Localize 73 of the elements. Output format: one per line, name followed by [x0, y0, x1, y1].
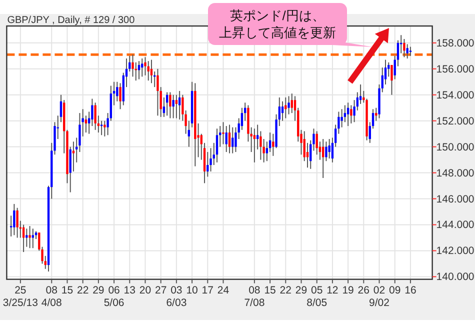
candlestick [350, 104, 352, 124]
x-tick-label: 15 [264, 284, 276, 296]
candlestick [119, 82, 122, 110]
candlestick [104, 120, 106, 137]
x-tick-label: 16 [404, 284, 416, 296]
y-tick-label: 154.000 [436, 89, 474, 102]
candlestick [116, 81, 118, 102]
x-tick-label: 08 4/08 [41, 284, 62, 309]
x-tick-label: 03 6/03 [166, 284, 187, 309]
candlestick [150, 59, 153, 84]
y-tick-label: 158.000 [436, 37, 474, 50]
candlestick [206, 152, 209, 178]
candlestick [13, 203, 16, 236]
y-tick-label: 148.000 [436, 167, 474, 180]
candlestick [172, 94, 174, 119]
candlestick [28, 226, 31, 249]
x-tick-label: 02 9/02 [369, 284, 390, 309]
candlestick [228, 124, 231, 154]
x-tick-label: 26 [358, 284, 370, 296]
candlestick [94, 102, 96, 130]
y-tick-label: 144.000 [436, 219, 474, 232]
candlestick [346, 102, 350, 127]
x-tick-label: 13 [124, 284, 136, 296]
candlestick [141, 58, 144, 78]
y-tick-label: 156.000 [436, 63, 474, 76]
y-tick-label: 150.000 [436, 141, 474, 154]
x-tick-label: 06 5/06 [104, 284, 124, 309]
x-tick-label: 20 [139, 284, 152, 296]
y-tick-label: 140.000 [436, 271, 474, 284]
candlestick [175, 94, 178, 119]
candlestick [169, 92, 172, 119]
candlestick [288, 96, 290, 115]
annotation: 上昇して高値を更新 [219, 25, 336, 40]
x-tick-label: 15 [61, 284, 74, 296]
candlestick [100, 120, 103, 136]
candlestick [281, 100, 284, 122]
x-tick-label: 17 [202, 284, 214, 296]
candlestick [340, 108, 343, 128]
candlestick [409, 46, 412, 56]
candlestick [403, 38, 406, 58]
x-tick-label: 08 7/08 [244, 284, 265, 309]
y-tick-label: 152.000 [436, 115, 474, 128]
candlestick [132, 54, 134, 78]
y-tick-label: 146.000 [436, 193, 474, 206]
x-tick-label: 22 [76, 284, 89, 296]
x-tick-label: 25 3/25/13 [2, 284, 38, 309]
candlestick [272, 133, 274, 156]
x-tick-label: 27 [154, 284, 167, 296]
chart-title: GBP/JPY , Daily, # 129 / 300 [7, 15, 136, 26]
candlestick [222, 122, 224, 145]
x-tick-label: 12 [326, 284, 338, 296]
x-tick-label: 10 [186, 284, 198, 296]
y-tick-label: 142.000 [436, 245, 474, 258]
x-tick-label: 22 [280, 284, 292, 296]
x-tick-label: 19 [342, 284, 354, 296]
candlestick [156, 68, 159, 116]
x-tick-label: 05 8/05 [306, 284, 328, 309]
candlestick [328, 138, 330, 159]
x-tick-label: 09 [389, 284, 401, 296]
candlestick [16, 207, 18, 238]
candlestick [216, 128, 218, 163]
candlestick [225, 126, 228, 152]
candlestick [290, 93, 293, 114]
x-tick-label: 29 [295, 284, 308, 296]
callout: 英ポンド/円は、 上昇して高値を更新 [208, 3, 373, 47]
candlestick [26, 228, 28, 248]
x-tick-label: 29 [92, 284, 104, 296]
candlestick [232, 126, 234, 154]
candlestick [72, 141, 75, 172]
candlestick [284, 96, 287, 119]
x-tick-label: 24 [217, 284, 230, 296]
candlestick [325, 141, 328, 162]
candlestick [253, 128, 256, 163]
